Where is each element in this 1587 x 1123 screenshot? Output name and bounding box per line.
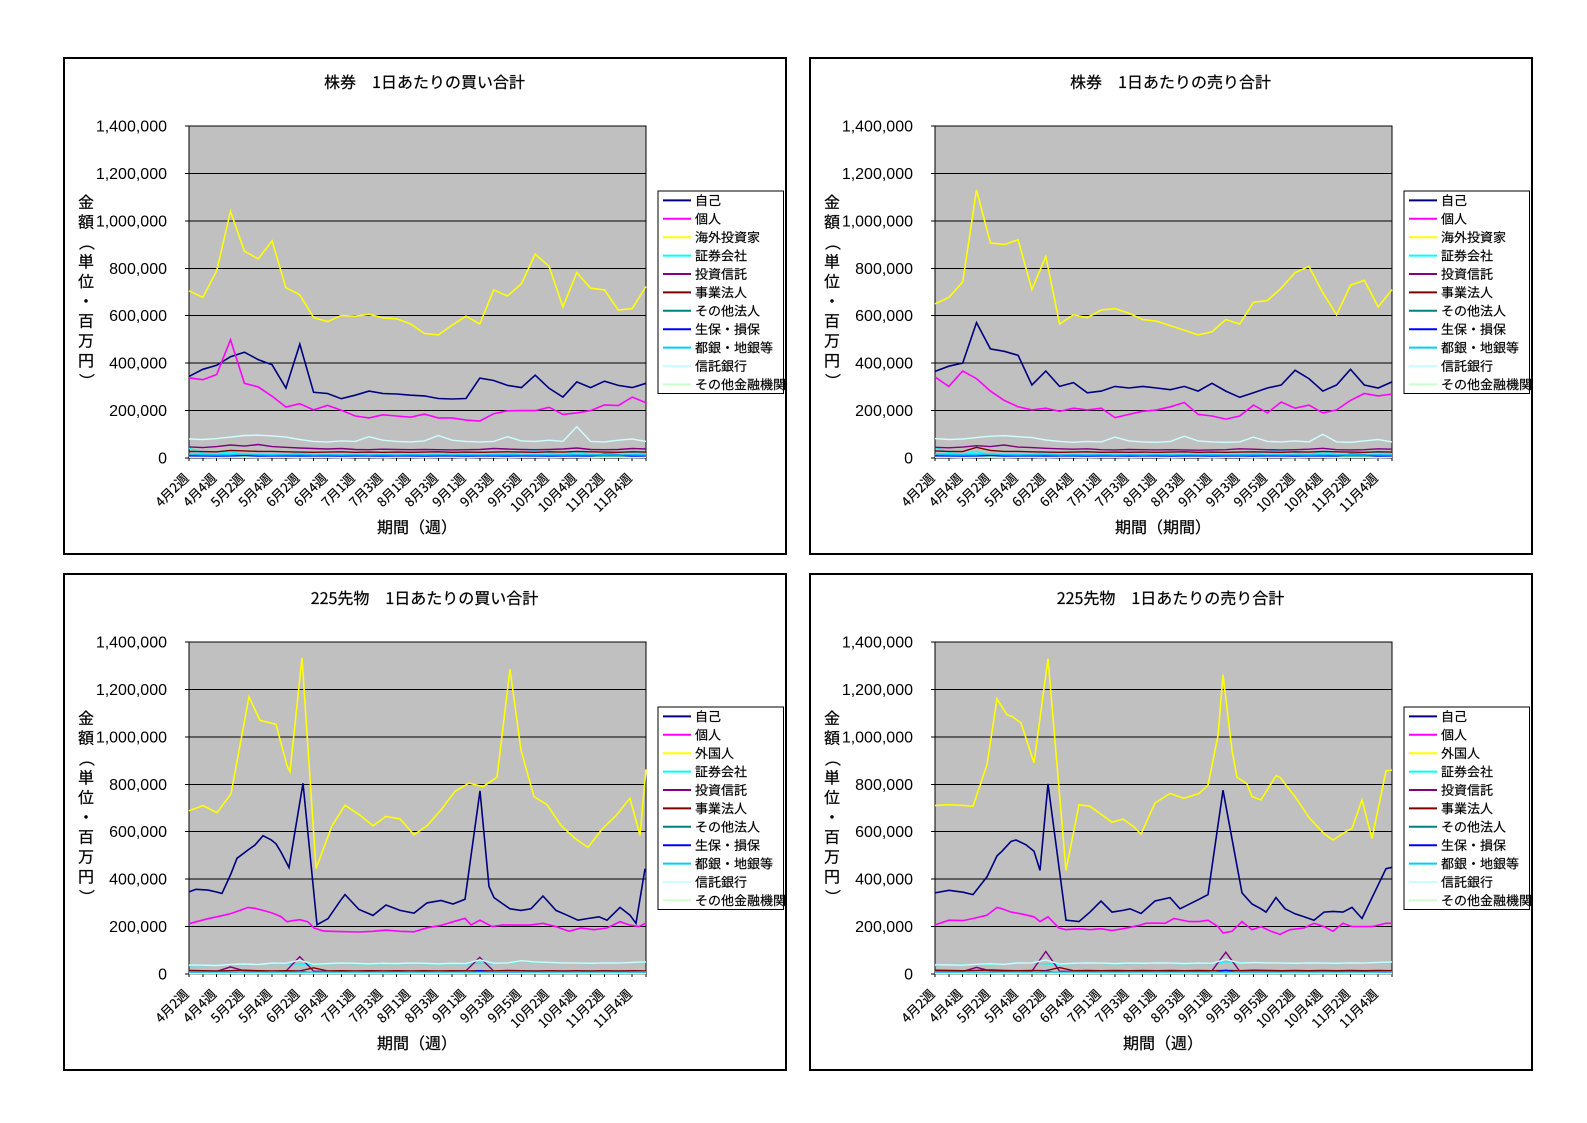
svg-text:200,000: 200,000 [109,403,167,420]
svg-text:1,000,000: 1,000,000 [842,213,913,230]
svg-text:600,000: 600,000 [109,824,167,841]
svg-text:0: 0 [904,451,913,468]
svg-text:0: 0 [904,967,913,984]
svg-text:1,400,000: 1,400,000 [96,635,167,652]
svg-text:1,400,000: 1,400,000 [96,119,167,136]
svg-text:1,200,000: 1,200,000 [842,682,913,699]
svg-text:1,400,000: 1,400,000 [842,119,913,136]
svg-text:600,000: 600,000 [855,308,913,325]
svg-text:800,000: 800,000 [855,261,913,278]
svg-text:1,000,000: 1,000,000 [96,729,167,746]
svg-text:1,200,000: 1,200,000 [96,166,167,183]
svg-text:600,000: 600,000 [109,308,167,325]
svg-text:400,000: 400,000 [109,356,167,373]
svg-text:0: 0 [158,451,167,468]
svg-text:600,000: 600,000 [855,824,913,841]
svg-text:400,000: 400,000 [109,872,167,889]
svg-text:400,000: 400,000 [855,356,913,373]
svg-text:800,000: 800,000 [109,777,167,794]
svg-text:200,000: 200,000 [109,919,167,936]
svg-text:800,000: 800,000 [855,777,913,794]
svg-text:200,000: 200,000 [855,403,913,420]
svg-text:1,000,000: 1,000,000 [96,213,167,230]
svg-text:1,200,000: 1,200,000 [842,166,913,183]
svg-text:800,000: 800,000 [109,261,167,278]
svg-text:200,000: 200,000 [855,919,913,936]
svg-text:400,000: 400,000 [855,872,913,889]
svg-text:0: 0 [158,967,167,984]
svg-text:1,000,000: 1,000,000 [842,729,913,746]
svg-text:1,200,000: 1,200,000 [96,682,167,699]
svg-text:1,400,000: 1,400,000 [842,635,913,652]
